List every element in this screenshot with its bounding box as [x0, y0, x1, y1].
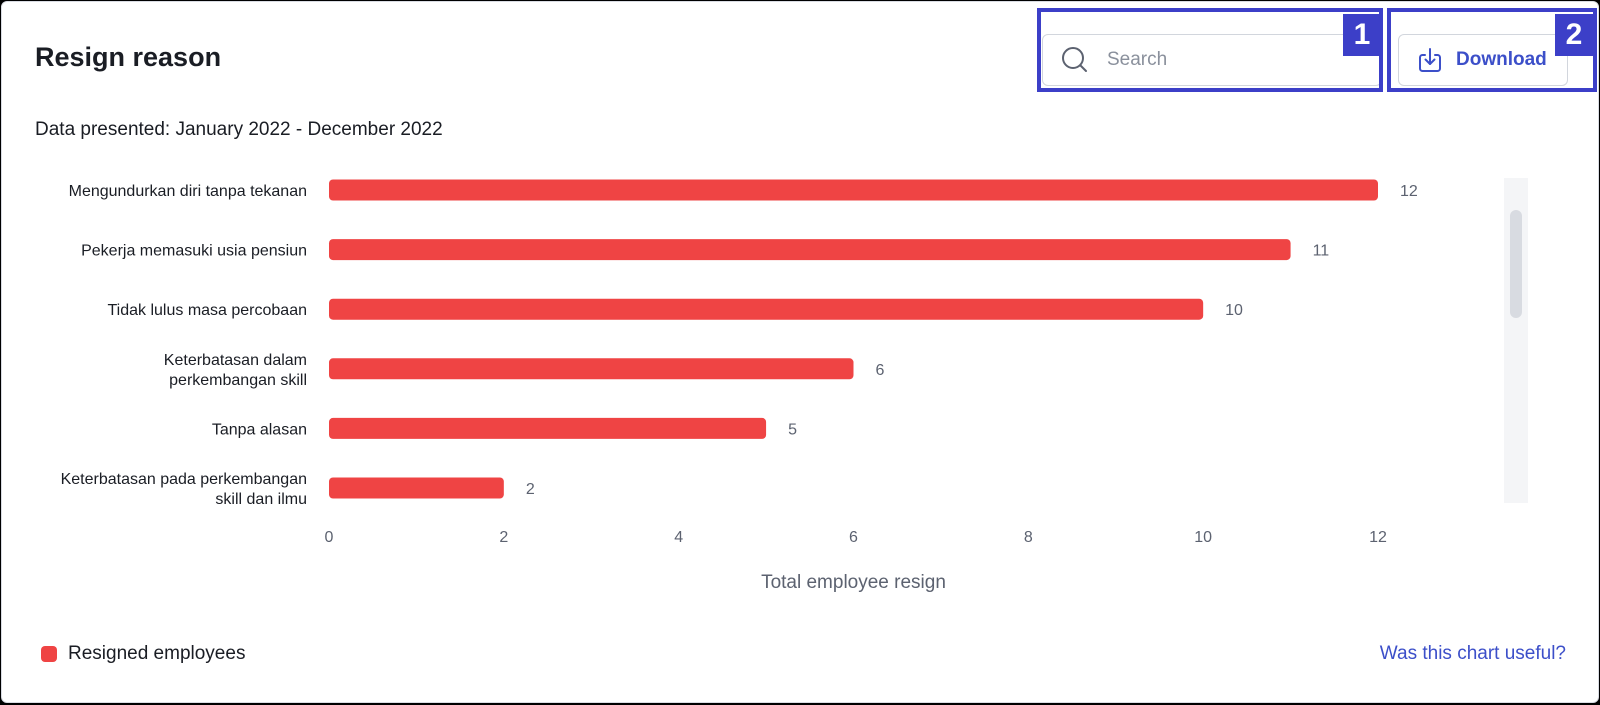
annotation-tag-1: 1: [1343, 14, 1381, 56]
chart-scrollbar[interactable]: [1504, 178, 1528, 503]
legend-label: Resigned employees: [68, 643, 246, 664]
value-label: 11: [1313, 243, 1330, 260]
scrollbar-thumb[interactable]: [1510, 210, 1522, 318]
bar: [329, 477, 504, 499]
download-label: Download: [1456, 49, 1547, 70]
x-tick-label: 12: [1369, 529, 1387, 546]
bar: [329, 239, 1291, 261]
category-label: Mengundurkan diri tanpa tekanan: [69, 183, 307, 200]
download-button[interactable]: Download: [1398, 34, 1568, 86]
bar-chart: Mengundurkan diri tanpa tekanan 12 Pekerja…: [61, 179, 1418, 593]
legend-swatch: [41, 646, 57, 662]
category-label: perkembangan skill: [169, 372, 307, 389]
bar: [329, 358, 854, 380]
search-input[interactable]: [1105, 48, 1339, 72]
category-label: Keterbatasan dalam: [164, 352, 307, 369]
download-icon: [1416, 46, 1444, 74]
x-tick-label: 2: [499, 529, 508, 546]
category-label: Tidak lulus masa percobaan: [107, 302, 307, 319]
bar: [329, 179, 1378, 201]
date-range-label: Data presented: January 2022 - December …: [35, 119, 443, 140]
bar: [329, 298, 1204, 320]
x-axis-title: Total employee resign: [761, 572, 946, 593]
legend: Resigned employees: [41, 643, 245, 665]
search-box[interactable]: [1042, 34, 1382, 86]
category-label: skill dan ilmu: [215, 491, 307, 508]
x-tick-label: 8: [1024, 529, 1033, 546]
value-label: 12: [1400, 183, 1418, 200]
annotation-tag-2: 2: [1555, 14, 1593, 56]
x-tick-label: 6: [849, 529, 858, 546]
category-label: Tanpa alasan: [212, 421, 307, 438]
chart-feedback-link[interactable]: Was this chart useful?: [1379, 643, 1566, 664]
bar: [329, 417, 767, 439]
x-tick-label: 4: [674, 529, 683, 546]
value-label: 6: [876, 362, 885, 379]
search-icon: [1061, 46, 1089, 74]
value-label: 5: [788, 421, 797, 438]
category-label: Keterbatasan pada perkembangan: [61, 471, 307, 488]
value-label: 2: [526, 481, 535, 498]
x-tick-label: 10: [1194, 529, 1212, 546]
x-tick-label: 0: [325, 529, 334, 546]
annotation-box-2: [1387, 8, 1597, 92]
category-label: Pekerja memasuki usia pensiun: [81, 243, 307, 260]
value-label: 10: [1225, 302, 1243, 319]
annotation-box-1: [1037, 8, 1383, 92]
chart-title: Resign reason: [35, 42, 222, 72]
